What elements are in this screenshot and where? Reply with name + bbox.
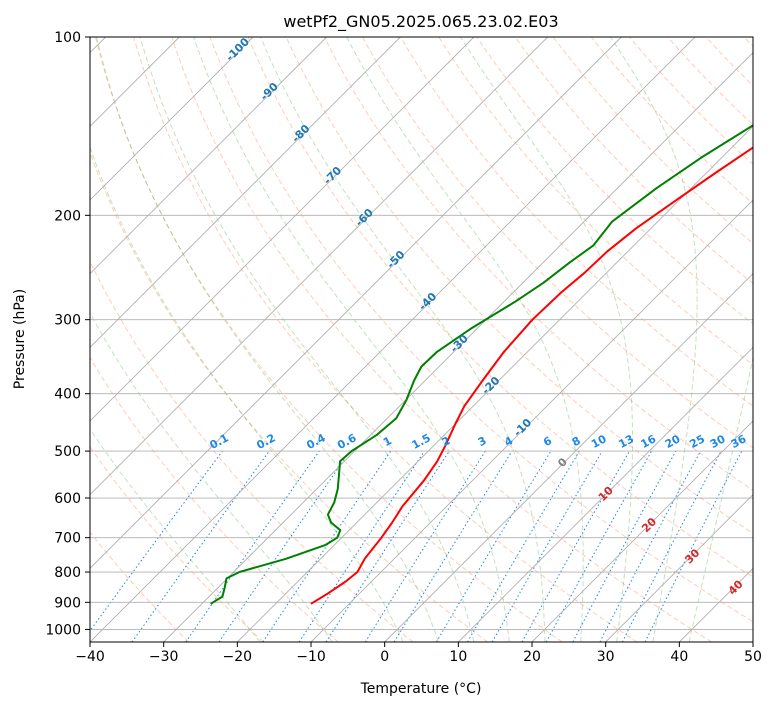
x-tick-label: −10 bbox=[296, 649, 326, 665]
x-tick-label: 0 bbox=[380, 649, 389, 665]
y-tick-label: 400 bbox=[54, 387, 81, 403]
y-tick-label: 500 bbox=[54, 444, 81, 460]
x-tick-label: 50 bbox=[744, 649, 762, 665]
y-tick-label: 1000 bbox=[45, 622, 81, 638]
x-tick-label: 30 bbox=[597, 649, 615, 665]
x-tick-label: −40 bbox=[75, 649, 105, 665]
x-tick-label: −30 bbox=[149, 649, 179, 665]
y-tick-label: 300 bbox=[54, 313, 81, 329]
x-tick-label: 40 bbox=[670, 649, 688, 665]
y-tick-label: 900 bbox=[54, 595, 81, 611]
plot-area bbox=[90, 37, 753, 642]
isotherm-line bbox=[753, 37, 775, 642]
y-tick-label: 100 bbox=[54, 30, 81, 46]
y-tick-label: 200 bbox=[54, 208, 81, 224]
plot-background bbox=[90, 37, 753, 642]
x-tick-label: 20 bbox=[523, 649, 541, 665]
x-tick-label: −20 bbox=[223, 649, 253, 665]
y-tick-label: 600 bbox=[54, 491, 81, 507]
chart-title: wetPf2_GN05.2025.065.23.02.E03 bbox=[283, 12, 558, 32]
y-tick-label: 800 bbox=[54, 565, 81, 581]
x-tick-label: 10 bbox=[449, 649, 467, 665]
y-tick-label: 700 bbox=[54, 531, 81, 547]
y-axis-label: Pressure (hPa) bbox=[12, 289, 28, 389]
x-axis-label: Temperature (°C) bbox=[360, 681, 482, 697]
